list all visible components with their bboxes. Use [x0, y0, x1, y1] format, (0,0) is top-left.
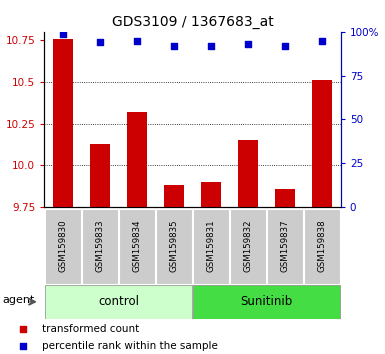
Text: GSM159832: GSM159832 — [244, 220, 253, 272]
Bar — [45, 209, 80, 284]
Point — [60, 31, 66, 36]
Text: GSM159837: GSM159837 — [281, 220, 290, 272]
Point — [245, 41, 251, 47]
Point — [20, 343, 26, 349]
Bar — [305, 209, 340, 284]
Point — [282, 43, 288, 49]
Point — [134, 38, 140, 44]
Text: percentile rank within the sample: percentile rank within the sample — [42, 341, 218, 351]
Point — [97, 40, 103, 45]
Text: transformed count: transformed count — [42, 324, 140, 333]
Bar — [82, 209, 118, 284]
Bar — [267, 209, 303, 284]
Bar — [119, 209, 155, 284]
Text: GSM159833: GSM159833 — [95, 220, 104, 272]
Bar — [193, 285, 340, 319]
Text: GSM159834: GSM159834 — [132, 220, 141, 272]
Bar — [156, 209, 192, 284]
Text: Sunitinib: Sunitinib — [241, 295, 293, 308]
Title: GDS3109 / 1367683_at: GDS3109 / 1367683_at — [112, 16, 273, 29]
Point — [319, 38, 325, 44]
Bar — [164, 185, 184, 207]
Text: GSM159838: GSM159838 — [318, 220, 327, 272]
Text: GSM159831: GSM159831 — [206, 220, 216, 272]
Point — [171, 43, 177, 49]
Bar — [312, 80, 332, 207]
Bar — [230, 209, 266, 284]
Point — [208, 43, 214, 49]
Bar — [90, 144, 110, 207]
Bar — [275, 189, 295, 207]
Bar — [53, 39, 73, 207]
Text: GSM159830: GSM159830 — [58, 220, 67, 272]
Bar — [238, 140, 258, 207]
Bar — [127, 112, 147, 207]
Text: GSM159835: GSM159835 — [169, 220, 179, 272]
Point — [20, 326, 26, 331]
Bar — [45, 285, 192, 319]
Bar — [201, 182, 221, 207]
Text: control: control — [98, 295, 139, 308]
Bar — [193, 209, 229, 284]
Text: agent: agent — [2, 295, 35, 305]
